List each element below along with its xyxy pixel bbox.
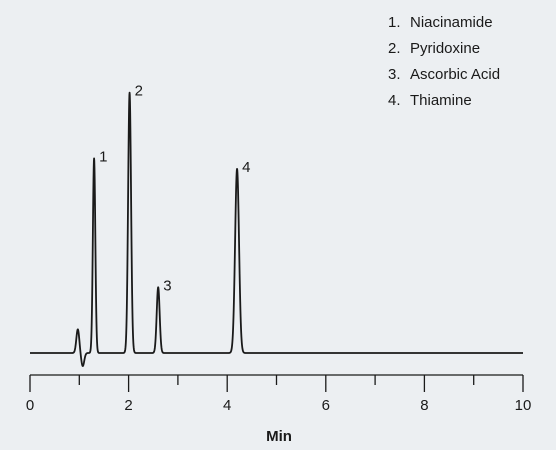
x-tick-label: 6 xyxy=(322,397,330,414)
x-tick-label: 0 xyxy=(26,397,34,414)
peak-label-1: 1 xyxy=(99,148,107,165)
chromatogram-trace xyxy=(29,91,524,367)
x-tick-label: 8 xyxy=(420,397,428,414)
legend-number-3: 3. xyxy=(388,66,401,83)
x-axis: 0 2 4 6 8 10 xyxy=(26,374,532,414)
legend-number-4: 4. xyxy=(388,92,401,109)
legend-entry-niacinamide: Niacinamide xyxy=(410,14,493,31)
legend-entry-ascorbic-acid: Ascorbic Acid xyxy=(410,66,500,83)
legend-number-2: 2. xyxy=(388,40,401,57)
legend: 1. Niacinamide 2. Pyridoxine 3. Ascorbic… xyxy=(388,14,500,109)
x-axis-title: Min xyxy=(266,428,292,445)
legend-entry-thiamine: Thiamine xyxy=(410,92,472,109)
peak-label-3: 3 xyxy=(163,277,171,294)
x-tick-label: 2 xyxy=(124,397,132,414)
legend-entry-pyridoxine: Pyridoxine xyxy=(410,40,480,57)
peak-label-2: 2 xyxy=(135,83,143,100)
x-tick-label: 4 xyxy=(223,397,231,414)
legend-number-1: 1. xyxy=(388,14,401,31)
peak-labels: 1 2 3 4 xyxy=(99,83,250,295)
trace-layer xyxy=(29,91,524,367)
peak-label-4: 4 xyxy=(242,159,250,176)
x-tick-label: 10 xyxy=(515,397,532,414)
